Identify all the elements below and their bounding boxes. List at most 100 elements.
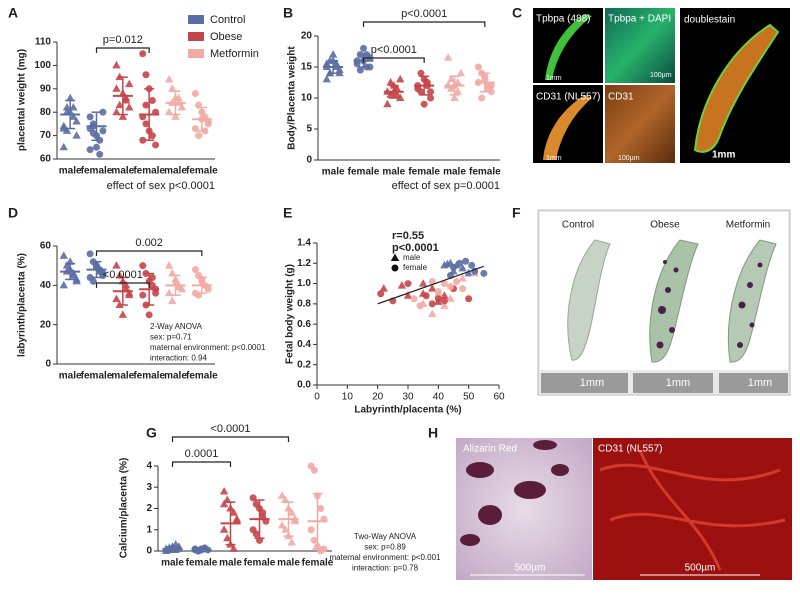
point	[86, 146, 94, 154]
point	[440, 291, 449, 299]
scale-label: 1mm	[712, 150, 735, 161]
point	[89, 277, 97, 285]
significance-label: p<0.0001	[371, 44, 417, 56]
y-tick-label: 0.0	[297, 380, 311, 391]
point	[65, 93, 75, 102]
panel-letter: A	[8, 5, 18, 21]
point	[93, 143, 100, 151]
point	[112, 60, 121, 69]
scale-bar	[719, 373, 788, 393]
x-tick-label: female	[81, 371, 113, 382]
point	[418, 279, 428, 287]
tissue	[727, 239, 777, 363]
point	[287, 508, 296, 516]
significance-label: 0.002	[135, 237, 163, 249]
x-tick-label: male	[219, 558, 242, 569]
point	[317, 505, 325, 512]
x-tick-label: male	[322, 167, 345, 178]
point	[422, 292, 430, 300]
point	[459, 285, 467, 293]
x-tick-label: female	[469, 167, 501, 178]
point	[450, 93, 459, 101]
x-tick-label: 20	[372, 392, 384, 403]
point	[89, 129, 97, 137]
point	[328, 50, 338, 58]
image-label: CD31	[608, 92, 634, 103]
point	[86, 113, 94, 121]
point	[474, 63, 482, 71]
point	[62, 126, 72, 134]
point	[232, 514, 242, 523]
image-label: CD31 (NL557)	[598, 444, 662, 455]
point	[446, 283, 454, 291]
point	[458, 263, 467, 272]
micrograph	[593, 438, 792, 580]
significance-bracket	[95, 47, 150, 53]
point	[152, 141, 160, 149]
point	[142, 101, 150, 109]
point	[142, 120, 150, 128]
point	[322, 74, 331, 83]
point	[219, 487, 229, 495]
point	[177, 103, 187, 111]
point	[428, 278, 436, 286]
point	[465, 295, 473, 303]
point	[72, 117, 81, 125]
point	[168, 296, 177, 305]
panel-h: H 500µm 500µm Alizarin Red CD31 (NL557)	[428, 425, 792, 580]
y-tick-label: 1.2	[297, 258, 311, 269]
x-tick-label: female	[186, 558, 218, 569]
point	[366, 63, 374, 71]
point	[322, 59, 331, 67]
point	[115, 100, 124, 109]
micrograph	[533, 8, 603, 83]
y-tick-label: 0.4	[297, 339, 311, 350]
legend-label: Obese	[210, 31, 242, 43]
point	[142, 71, 150, 79]
point	[360, 44, 367, 52]
y-tick-label: 110	[35, 37, 52, 48]
image-label: Tpbpa + DAPI	[608, 14, 671, 25]
annotation: p<0.0001	[392, 242, 439, 254]
significance-label: p<0.0001	[401, 8, 447, 20]
y-tick-label: 10	[301, 93, 313, 104]
point	[287, 538, 296, 546]
point	[148, 132, 156, 140]
note: interaction: 0.94	[150, 354, 207, 363]
point	[125, 103, 134, 111]
image-label: Alizarin Red	[463, 444, 517, 455]
x-tick-label: male	[111, 371, 134, 382]
y-tick-label: 15	[301, 62, 313, 73]
legend-swatch	[188, 49, 204, 58]
point	[447, 84, 456, 92]
x-tick-label: 0	[314, 392, 320, 403]
y-tick-label: 0.6	[297, 319, 311, 330]
point	[464, 268, 473, 277]
point	[168, 269, 177, 277]
x-tick-label: male	[277, 558, 300, 569]
point	[69, 269, 78, 277]
x-tick-label: male	[164, 166, 187, 177]
scale-label: 100µm	[618, 155, 640, 162]
point	[428, 300, 436, 308]
point	[428, 284, 437, 292]
y-tick-label: 0.8	[297, 298, 311, 309]
point	[453, 87, 462, 95]
y-axis-label: Body/Placenta weight	[287, 46, 298, 150]
panel-letter: H	[428, 425, 438, 441]
y-tick-label: 2	[146, 503, 152, 514]
point	[397, 281, 407, 289]
point	[386, 78, 395, 86]
point	[219, 499, 229, 508]
scale-label: 1mm	[546, 155, 562, 162]
point	[434, 295, 442, 303]
point	[440, 301, 449, 309]
point	[171, 112, 180, 120]
note: maternal environment: p<0.001	[330, 553, 442, 562]
scale-bar	[633, 373, 713, 393]
point	[112, 294, 121, 303]
calcium-deposits	[656, 260, 763, 349]
y-tick-label: 0	[45, 359, 51, 370]
point	[112, 107, 121, 116]
point	[59, 251, 68, 259]
